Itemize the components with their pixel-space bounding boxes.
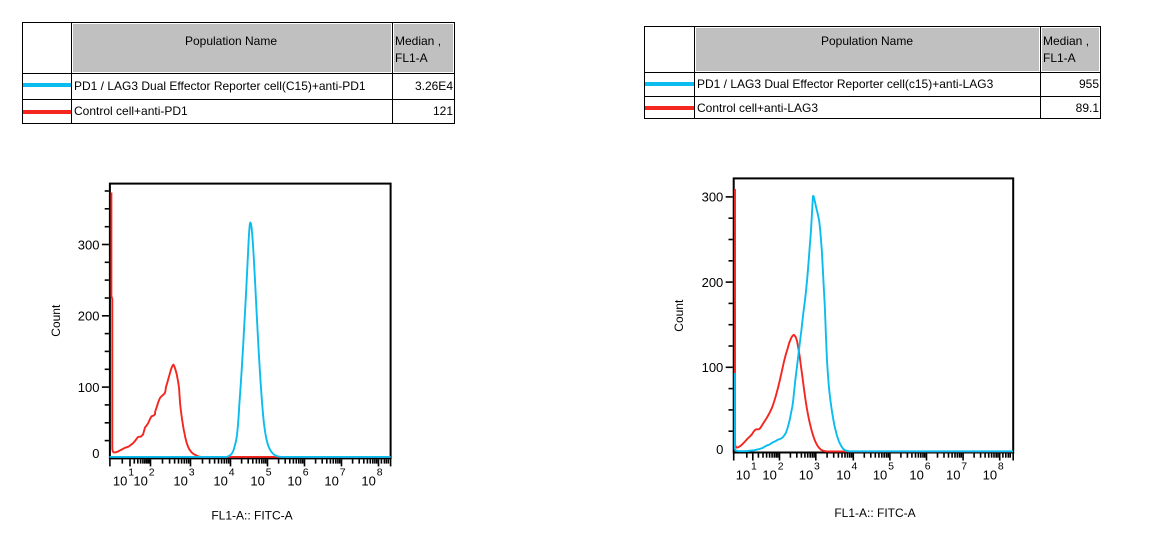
svg-text:10: 10 — [213, 473, 227, 488]
svg-text:10: 10 — [946, 467, 960, 482]
svg-text:6: 6 — [925, 461, 931, 473]
svg-text:0: 0 — [716, 442, 723, 457]
svg-text:10: 10 — [983, 467, 997, 482]
svg-text:5: 5 — [266, 467, 272, 479]
svg-text:Count: Count — [49, 304, 63, 337]
svg-text:2: 2 — [149, 467, 155, 479]
svg-text:100: 100 — [702, 360, 724, 375]
svg-text:200: 200 — [702, 275, 724, 290]
svg-text:200: 200 — [78, 309, 100, 324]
svg-text:10: 10 — [736, 467, 750, 482]
svg-text:300: 300 — [78, 237, 100, 252]
svg-text:10: 10 — [173, 473, 187, 488]
svg-text:100: 100 — [78, 380, 100, 395]
svg-text:8: 8 — [377, 467, 383, 479]
svg-text:4: 4 — [229, 467, 235, 479]
svg-text:1: 1 — [751, 461, 757, 473]
svg-text:10: 10 — [361, 473, 375, 488]
svg-text:8: 8 — [998, 461, 1004, 473]
svg-text:10: 10 — [873, 467, 887, 482]
svg-text:FL1-A:: FITC-A: FL1-A:: FITC-A — [834, 506, 915, 520]
svg-text:7: 7 — [340, 467, 346, 479]
svg-text:10: 10 — [762, 467, 776, 482]
svg-text:10: 10 — [287, 473, 301, 488]
svg-text:0: 0 — [92, 446, 99, 461]
svg-text:300: 300 — [702, 190, 724, 205]
svg-text:1: 1 — [128, 467, 134, 479]
svg-text:3: 3 — [814, 461, 820, 473]
svg-text:6: 6 — [303, 467, 309, 479]
svg-text:10: 10 — [324, 473, 338, 488]
svg-text:5: 5 — [888, 461, 894, 473]
svg-text:10: 10 — [836, 467, 850, 482]
svg-text:10: 10 — [250, 473, 264, 488]
svg-text:7: 7 — [961, 461, 967, 473]
svg-text:2: 2 — [778, 461, 784, 473]
svg-text:10: 10 — [113, 473, 127, 488]
svg-text:10: 10 — [909, 467, 923, 482]
svg-text:FL1-A:: FITC-A: FL1-A:: FITC-A — [211, 509, 292, 523]
svg-text:10: 10 — [133, 473, 147, 488]
svg-text:3: 3 — [189, 467, 195, 479]
svg-text:10: 10 — [799, 467, 813, 482]
svg-text:Count: Count — [672, 299, 686, 332]
svg-text:4: 4 — [852, 461, 858, 473]
